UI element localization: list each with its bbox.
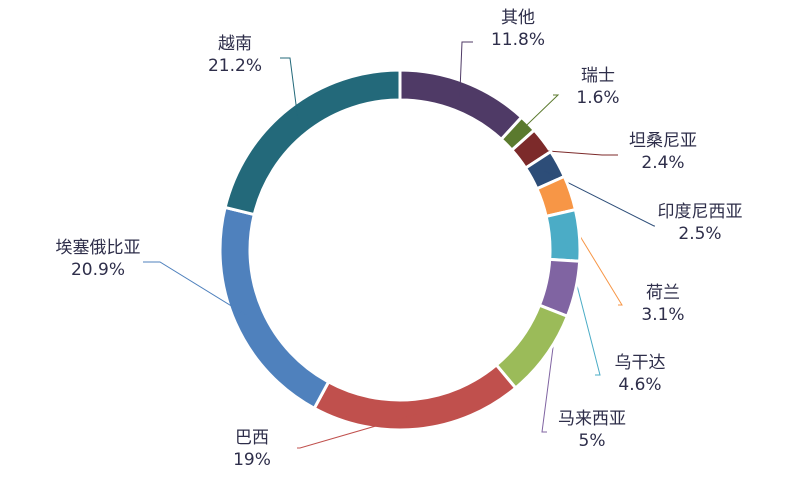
leader-line-0 [459,41,473,97]
slice-value-label-10: 21.2% [208,56,262,76]
slice-label-6: 马来西亚 [558,409,626,429]
leader-line-10 [280,57,299,121]
slice-value-label-1: 1.6% [576,88,619,108]
slice-value-label-5: 4.6% [618,375,661,395]
slice-label-9: 埃塞俄比亚 [56,238,141,258]
slice-label-4: 荷兰 [646,283,680,303]
slice-value-label-3: 2.5% [678,224,721,244]
leader-line-2 [530,149,618,156]
slice-value-label-0: 11.8% [491,30,545,50]
slice-value-label-8: 19% [233,450,271,470]
leader-line-3 [544,170,655,227]
leader-line-1 [517,94,560,135]
slice-label-3: 印度尼西亚 [658,202,743,222]
leader-line-8 [297,413,417,449]
leader-line-9 [143,261,250,318]
slice-label-0: 其他 [501,8,535,28]
slice-label-8: 巴西 [235,428,269,448]
slice-value-label-6: 5% [579,431,606,451]
donut-slice-10 [223,68,402,217]
slice-value-label-9: 20.9% [71,260,125,280]
donut-slice-8 [312,362,518,432]
slice-label-5: 乌干达 [615,353,666,373]
slice-value-label-4: 3.1% [641,305,684,325]
donut-slice-9 [218,205,331,411]
donut-slice-5 [544,207,582,263]
slice-value-label-2: 2.4% [641,153,684,173]
slice-label-10: 越南 [218,34,252,54]
slice-label-1: 瑞士 [581,66,615,86]
slice-label-2: 坦桑尼亚 [629,131,697,151]
